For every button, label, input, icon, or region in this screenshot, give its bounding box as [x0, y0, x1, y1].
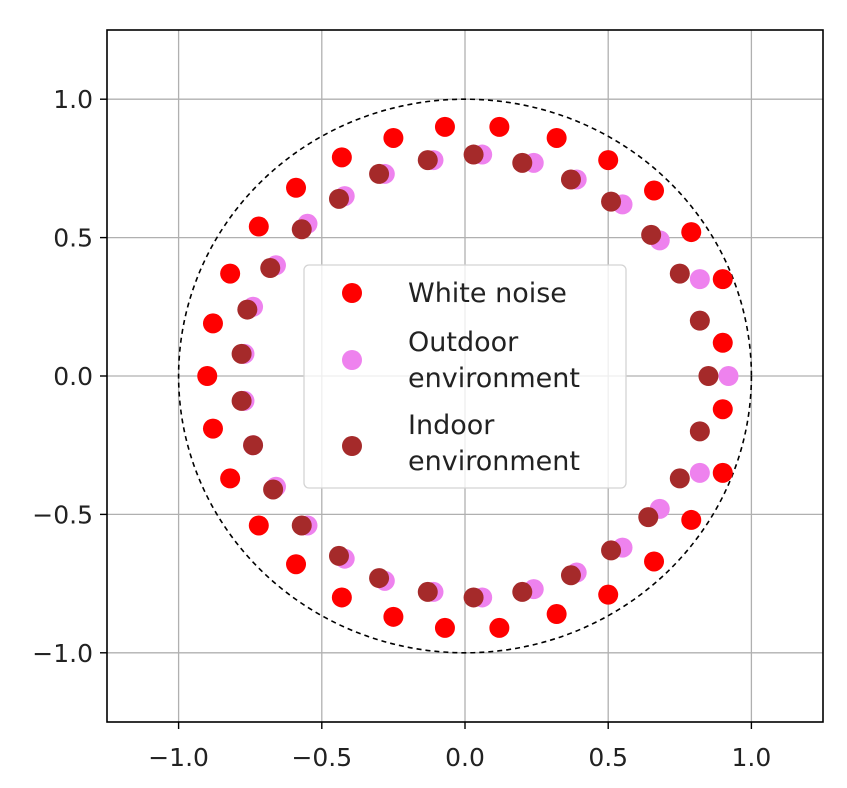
x-tick-label-3: 0.5 — [588, 743, 628, 772]
point-indoor-environment-6 — [512, 152, 533, 173]
data-points — [197, 116, 739, 638]
point-indoor-environment-13 — [237, 299, 258, 320]
point-indoor-environment-3 — [641, 224, 662, 245]
point-indoor-environment-28 — [689, 421, 710, 442]
legend-marker-white-noise — [342, 283, 362, 303]
point-white-noise-6 — [489, 116, 510, 137]
point-indoor-environment-2 — [669, 263, 690, 284]
y-tick-label-2: 0.0 — [53, 362, 93, 391]
axis-ticks: −1.0 −0.5 0.0 0.5 1.0 −1.0 −0.5 0.0 0.5 1.0 — [32, 85, 771, 772]
point-indoor-environment-26 — [638, 507, 659, 528]
point-indoor-environment-19 — [328, 545, 349, 566]
point-white-noise-1 — [712, 269, 733, 290]
point-white-noise-19 — [331, 587, 352, 608]
point-white-noise-3 — [644, 180, 665, 201]
legend-label-white-noise: White noise — [408, 278, 567, 309]
point-indoor-environment-27 — [669, 468, 690, 489]
point-white-noise-25 — [644, 551, 665, 572]
y-tick-label-0: −1.0 — [32, 639, 93, 668]
point-indoor-environment-1 — [689, 310, 710, 331]
point-indoor-environment-20 — [369, 568, 390, 589]
point-white-noise-23 — [546, 604, 567, 625]
point-white-noise-18 — [286, 554, 307, 575]
point-indoor-environment-12 — [260, 258, 281, 279]
point-indoor-environment-22 — [463, 587, 484, 608]
y-tick-label-4: 1.0 — [53, 85, 93, 114]
reference-circle — [177, 98, 753, 654]
x-tick-label-4: 1.0 — [732, 743, 772, 772]
point-outdoor-environment-26 — [689, 462, 710, 483]
point-indoor-environment-0 — [698, 366, 719, 386]
point-indoor-environment-11 — [291, 219, 312, 240]
point-white-noise-8 — [383, 127, 404, 148]
y-tick-label-3: 0.5 — [53, 224, 93, 253]
point-white-noise-5 — [546, 127, 567, 148]
series-white-noise — [197, 116, 733, 638]
point-white-noise-14 — [197, 366, 218, 386]
legend-label-indoor-environment-line-2: environment — [408, 446, 580, 477]
point-indoor-environment-25 — [601, 540, 622, 561]
x-tick-label-1: −0.5 — [291, 743, 352, 772]
point-white-noise-13 — [202, 313, 223, 334]
point-white-noise-0 — [712, 332, 733, 353]
point-white-noise-15 — [202, 418, 223, 439]
point-indoor-environment-9 — [369, 163, 390, 184]
point-outdoor-environment-1 — [689, 269, 710, 290]
point-white-noise-28 — [712, 399, 733, 420]
legend-label-indoor-environment-line-1: Indoor — [408, 410, 495, 441]
point-indoor-environment-8 — [417, 150, 438, 171]
point-indoor-environment-7 — [463, 144, 484, 165]
point-white-noise-16 — [220, 468, 241, 489]
point-indoor-environment-18 — [291, 515, 312, 536]
legend-box — [303, 264, 627, 489]
x-tick-label-2: 0.0 — [445, 743, 485, 772]
point-indoor-environment-23 — [512, 581, 533, 602]
point-indoor-environment-17 — [263, 479, 284, 500]
point-white-noise-4 — [598, 150, 619, 171]
point-indoor-environment-24 — [560, 565, 581, 586]
point-white-noise-10 — [286, 177, 307, 198]
series-indoor-environment — [231, 144, 719, 608]
point-white-noise-2 — [681, 222, 702, 243]
point-indoor-environment-21 — [417, 581, 438, 602]
x-tick-label-0: −1.0 — [148, 743, 209, 772]
point-white-noise-22 — [489, 617, 510, 638]
point-white-noise-17 — [248, 515, 269, 536]
legend-marker-outdoor-environment — [342, 350, 362, 370]
point-indoor-environment-15 — [231, 390, 252, 411]
point-indoor-environment-4 — [601, 191, 622, 212]
legend-marker-indoor-environment — [342, 436, 362, 456]
point-white-noise-27 — [712, 462, 733, 483]
point-white-noise-21 — [434, 617, 455, 638]
reference-circle-group — [177, 98, 753, 654]
point-white-noise-11 — [248, 216, 269, 237]
point-white-noise-12 — [220, 263, 241, 284]
point-outdoor-environment-0 — [718, 366, 739, 386]
legend-label-outdoor-environment-line-1: Outdoor — [408, 327, 519, 358]
legend-label-outdoor-environment-line-2: environment — [408, 363, 580, 394]
point-indoor-environment-10 — [328, 188, 349, 209]
point-indoor-environment-5 — [560, 169, 581, 190]
point-white-noise-9 — [331, 147, 352, 168]
point-white-noise-7 — [434, 116, 455, 137]
y-tick-label-1: −0.5 — [32, 500, 93, 529]
point-indoor-environment-14 — [231, 343, 252, 364]
point-white-noise-26 — [681, 509, 702, 530]
point-white-noise-24 — [598, 584, 619, 605]
point-indoor-environment-16 — [243, 435, 264, 456]
legend: White noise Outdoor environment Indoor envir… — [303, 264, 627, 489]
point-white-noise-20 — [383, 606, 404, 627]
